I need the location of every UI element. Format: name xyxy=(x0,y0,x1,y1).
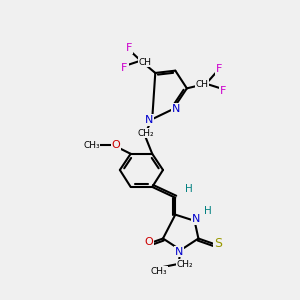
Text: CH: CH xyxy=(139,58,152,67)
Text: F: F xyxy=(121,63,128,73)
Text: F: F xyxy=(220,86,226,96)
Text: CH₂: CH₂ xyxy=(176,260,193,269)
Text: S: S xyxy=(214,237,222,250)
Text: CH₃: CH₃ xyxy=(151,267,167,276)
Text: N: N xyxy=(192,214,200,224)
Text: CH₂: CH₂ xyxy=(138,128,154,137)
Text: N: N xyxy=(172,104,180,114)
Text: N: N xyxy=(175,247,183,256)
Text: O: O xyxy=(145,237,154,248)
Text: O: O xyxy=(112,140,120,150)
Text: F: F xyxy=(216,64,222,74)
Text: H: H xyxy=(184,184,192,194)
Text: CH₃: CH₃ xyxy=(83,141,100,150)
Text: CH: CH xyxy=(196,80,209,89)
Text: F: F xyxy=(126,43,132,53)
Text: H: H xyxy=(204,206,212,216)
Text: N: N xyxy=(145,115,153,125)
